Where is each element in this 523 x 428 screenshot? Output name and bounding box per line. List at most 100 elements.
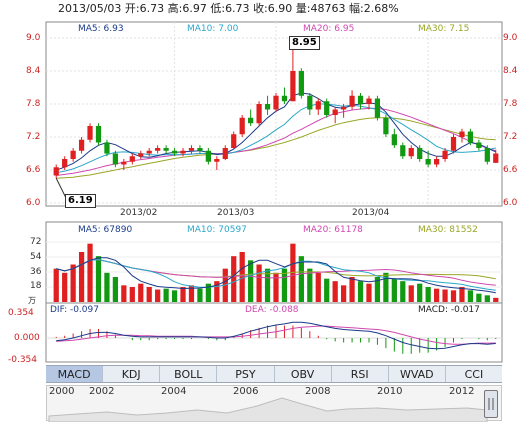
volume-ma10-line: [56, 259, 496, 291]
volume-bar: [248, 260, 254, 302]
candle-body: [417, 148, 423, 159]
indicator-tab-bar: MACD KDJ BOLL PSY OBV RSI WVAD CCI: [46, 365, 502, 383]
macd-dif-line: [56, 321, 496, 350]
candle-body: [290, 71, 296, 102]
tab-boll[interactable]: BOLL: [160, 366, 218, 382]
tab-cci[interactable]: CCI: [464, 367, 484, 381]
macd-dif-legend: DIF: -0.097: [50, 305, 99, 315]
tab-psy[interactable]: PSY: [217, 366, 275, 382]
candle-body: [349, 95, 355, 107]
volume-bar: [188, 285, 195, 302]
volume-bar: [332, 281, 338, 302]
tab-macd[interactable]: MACD: [46, 366, 104, 382]
tab-rsi[interactable]: RSI: [332, 366, 389, 382]
volume-bar: [121, 285, 127, 302]
date-tick: 2013/04: [352, 208, 390, 218]
volume-bar: [324, 278, 330, 302]
candle-body: [87, 126, 93, 140]
date-tick: 2013/02: [120, 208, 158, 218]
candle-body: [78, 139, 85, 151]
tab-obv[interactable]: OBV: [275, 366, 332, 382]
volume-bar: [155, 289, 161, 302]
volume-bar: [425, 287, 431, 302]
volume-bar: [87, 243, 93, 302]
low-label: 低:: [210, 2, 226, 15]
candle-body: [222, 148, 228, 159]
candle-body: [163, 148, 169, 151]
macd-dea-legend: DEA: -0.088: [245, 305, 299, 315]
price-y-tick-right: 7.2: [503, 132, 518, 142]
candle-body: [281, 95, 288, 102]
navigator-year: 2000: [49, 386, 75, 397]
volume-bar: [78, 252, 85, 302]
price-y-tick-left: 7.2: [26, 132, 41, 142]
price-y-tick-right: 7.8: [503, 99, 518, 109]
change-value: 2.68%: [363, 2, 399, 15]
candle-body: [366, 98, 372, 104]
candle-body: [408, 148, 414, 157]
volume-bar: [357, 281, 364, 302]
tab-wvad[interactable]: WVAD: [389, 366, 446, 382]
volume-bar: [231, 256, 237, 302]
volume-ma5-legend: MA5: 67890: [78, 225, 133, 235]
macd-y-tick: -0.354: [8, 355, 38, 365]
candle-body: [214, 159, 220, 162]
candle-body: [138, 153, 144, 157]
candle-body: [374, 98, 381, 118]
navigator-scroll-handle[interactable]: [484, 390, 498, 418]
price-y-tick-right: 9.0: [503, 33, 518, 43]
macd-y-tick: 0.000: [14, 333, 40, 343]
candle-body: [121, 161, 127, 165]
candle-body: [129, 156, 135, 162]
volume-ma20-legend: MA20: 61178: [303, 225, 363, 235]
price-panel-frame: [45, 21, 503, 207]
grip-icon: [488, 398, 494, 410]
volume-ma5-line: [56, 257, 496, 294]
price-y-tick-right: 6.0: [503, 198, 518, 208]
candle-body: [205, 150, 211, 162]
volume-bar: [484, 295, 490, 302]
time-range-navigator[interactable]: 2000 2002 2004 2006 2008 2010 2012: [46, 385, 502, 422]
volume-bar: [315, 272, 321, 302]
tab-kdj[interactable]: KDJ: [103, 366, 161, 382]
candle-body: [70, 150, 76, 159]
ma20-line: [56, 107, 496, 176]
candle-body: [180, 150, 186, 154]
candle-body: [383, 117, 389, 135]
candle-body: [95, 126, 102, 143]
volume-bar: [104, 272, 110, 302]
volume-bar: [450, 290, 457, 302]
quote-info-bar: 2013/05/03 开:6.73 高:6.97 低:6.73 收:6.90 量…: [58, 3, 399, 14]
volume-bar: [417, 283, 423, 302]
volume-y-tick: 18: [30, 281, 42, 291]
low-value: 6.73: [225, 2, 250, 15]
open-value: 6.73: [139, 2, 165, 15]
volume-bar: [307, 268, 313, 302]
volume-value: 48763: [310, 2, 346, 15]
candle-body: [146, 150, 152, 154]
volume-bar: [171, 290, 178, 302]
volume-bar: [129, 287, 135, 302]
candle-body: [112, 153, 119, 165]
candle-body: [155, 148, 161, 151]
volume-y-tick: 72: [30, 237, 42, 247]
high-label: 高:: [167, 2, 183, 15]
price-y-tick-right: 8.4: [503, 66, 518, 76]
candle-body: [442, 150, 448, 159]
volume-bar: [467, 290, 474, 302]
candle-body: [307, 95, 313, 110]
price-y-tick-left: 7.8: [26, 99, 41, 109]
candle-body: [188, 148, 195, 151]
volume-bar: [112, 277, 119, 302]
volume-bar: [298, 256, 304, 302]
volume-bar: [400, 281, 406, 302]
candle-body: [239, 117, 245, 135]
volume-bar: [205, 283, 211, 302]
candle-body: [493, 153, 499, 163]
change-label: 幅:: [349, 2, 364, 15]
candle-body: [62, 159, 68, 168]
navigator-year: 2002: [89, 386, 115, 397]
volume-y-tick: 54: [30, 252, 42, 262]
macd-dea-line: [56, 325, 496, 345]
